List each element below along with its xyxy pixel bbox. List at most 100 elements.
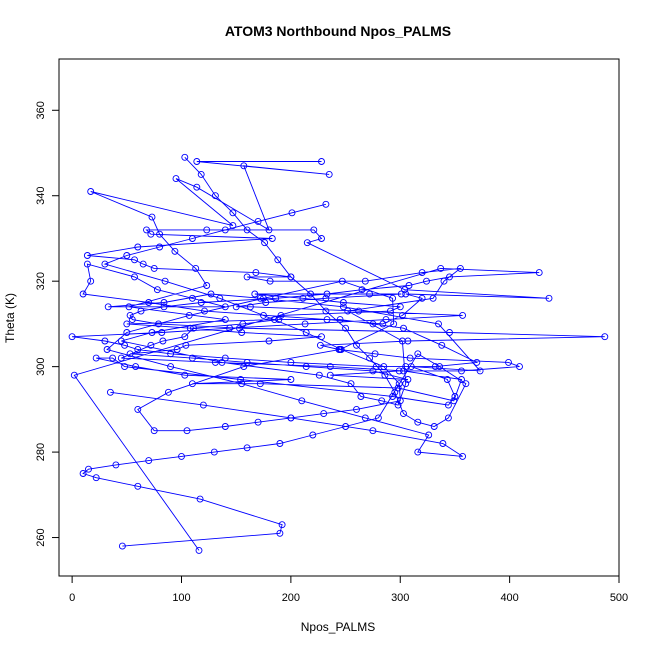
data-point: [132, 363, 140, 371]
data-point: [156, 243, 164, 251]
data-point: [443, 376, 451, 383]
data-point: [143, 226, 150, 234]
data-point: [396, 397, 404, 405]
data-point: [380, 363, 388, 371]
data-point: [418, 269, 426, 277]
data-point: [288, 209, 296, 217]
data-point: [153, 286, 161, 294]
x-axis-label: Npos_PALMS: [301, 620, 375, 634]
data-point: [243, 226, 251, 234]
data-point: [425, 431, 433, 439]
data-point: [374, 414, 382, 422]
data-point: [199, 401, 207, 409]
data-point: [203, 282, 211, 289]
data-point: [278, 521, 286, 529]
data-point: [435, 320, 442, 328]
data-point: [396, 303, 404, 311]
data-point: [355, 307, 363, 315]
data-point: [211, 358, 219, 366]
data-point: [322, 200, 330, 208]
data-point: [211, 192, 219, 200]
x-axis: 0 100 200 300 400 500: [69, 575, 628, 604]
y-tick-label: 360: [35, 101, 47, 119]
data-point: [181, 333, 189, 341]
data-point: [188, 294, 196, 302]
data-point: [159, 337, 167, 345]
data-point: [458, 367, 465, 375]
data-point: [158, 329, 166, 336]
data-point: [123, 329, 131, 336]
data-point: [190, 324, 197, 332]
data-point: [192, 264, 200, 272]
data-point: [338, 277, 346, 285]
data-point: [221, 316, 229, 324]
data-point: [418, 294, 426, 302]
data-point: [137, 307, 145, 315]
data-point: [459, 452, 467, 460]
data-point: [307, 290, 315, 298]
data-point: [404, 376, 412, 383]
data-point: [85, 465, 92, 473]
data-point: [462, 380, 470, 388]
data-point: [451, 393, 459, 400]
data-point: [322, 294, 330, 302]
data-point: [238, 380, 246, 388]
data-point: [414, 350, 422, 358]
data-point: [444, 414, 452, 422]
data-point: [229, 209, 237, 217]
data-point: [147, 230, 155, 238]
data-point: [237, 376, 245, 383]
data-point: [361, 414, 369, 422]
data-point: [287, 414, 295, 422]
data-point: [400, 324, 407, 332]
data-point: [361, 277, 369, 285]
data-point: [240, 363, 248, 371]
data-point: [134, 243, 142, 251]
data-point: [326, 363, 334, 371]
data-point: [268, 235, 276, 242]
data-point: [601, 333, 609, 341]
data-point: [101, 260, 109, 268]
data-point: [196, 495, 204, 503]
data-point: [456, 264, 464, 272]
data-point: [516, 363, 523, 371]
data-point: [183, 427, 191, 435]
data-point: [473, 358, 481, 366]
data-point: [109, 354, 117, 362]
data-point: [299, 294, 307, 302]
data-point: [444, 401, 452, 409]
data-point: [397, 290, 405, 298]
data-point: [131, 273, 138, 281]
data-point: [336, 316, 344, 324]
data-point: [197, 299, 205, 306]
data-point: [395, 380, 403, 388]
data-point: [126, 350, 134, 358]
data-point: [398, 311, 406, 319]
data-point: [276, 529, 284, 537]
data-point: [439, 440, 447, 447]
data-point: [173, 346, 181, 353]
data-point: [369, 427, 377, 435]
data-point: [353, 341, 360, 349]
data-point: [287, 376, 295, 383]
x-tick-label: 0: [69, 592, 75, 604]
data-point: [160, 299, 168, 306]
data-point: [87, 277, 95, 285]
data-point: [260, 311, 267, 319]
data-point: [310, 226, 318, 234]
data-point: [256, 380, 264, 388]
data-point: [402, 363, 410, 371]
y-tick-label: 300: [35, 357, 47, 375]
data-point: [83, 260, 91, 268]
data-point: [404, 337, 412, 345]
data-point: [134, 482, 142, 490]
data-point: [391, 388, 399, 396]
data-point: [156, 230, 164, 238]
data-point: [318, 158, 325, 165]
data-point: [118, 542, 126, 550]
data-point: [287, 358, 295, 366]
data-point: [347, 380, 355, 388]
data-point: [378, 397, 386, 405]
data-point: [161, 277, 169, 285]
